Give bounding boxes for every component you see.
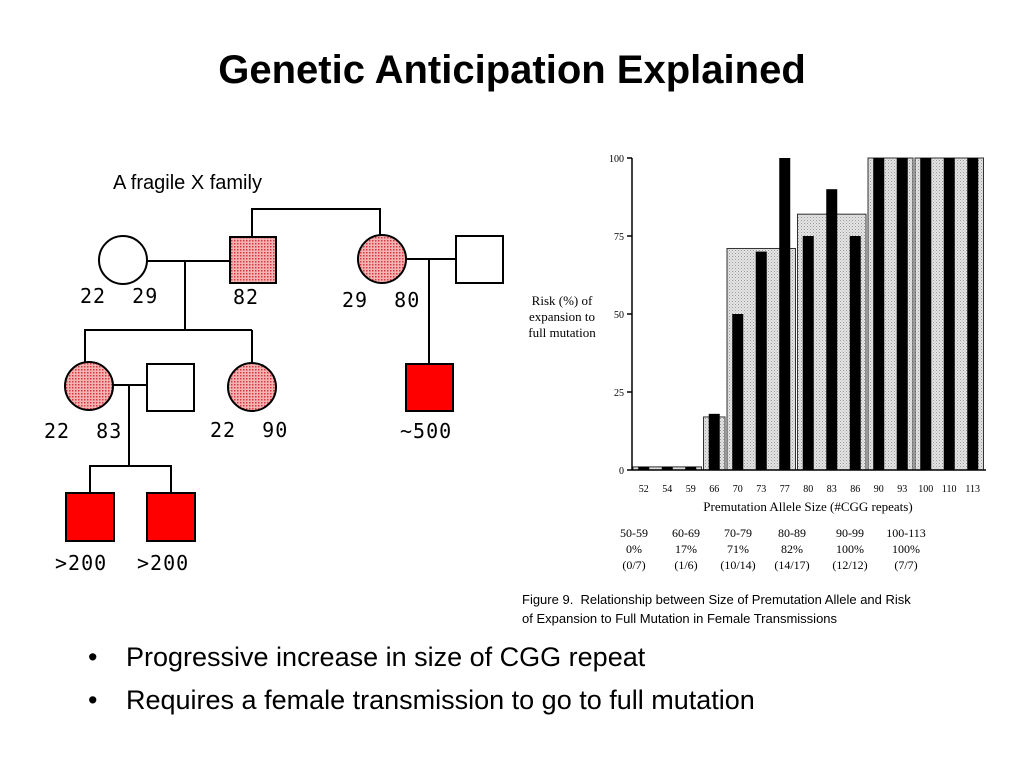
bar [802,236,814,470]
x-tick-label: 113 [965,484,980,495]
bullet-item: • Progressive increase in size of CGG re… [88,636,755,679]
y-axis-label-line3: full mutation [528,325,596,340]
bullet-text: Progressive increase in size of CGG repe… [126,642,646,672]
gen1-aunt [357,234,407,284]
group-fraction: (0/7) [622,558,645,572]
y-axis-label-line2: expansion to [529,309,595,324]
group-fraction: (14/17) [774,558,809,572]
y-tick-label: 75 [614,232,624,243]
gen2-daughter1-husband [146,363,195,412]
pedigree-lines [84,208,456,493]
bullet-symbol: • [88,685,98,715]
group-range: 80-89 [778,526,806,540]
bullet-symbol: • [88,642,98,672]
bar [873,158,885,470]
group-fraction: (12/12) [832,558,867,572]
x-tick-label: 86 [850,484,860,495]
group-fraction: (7/7) [894,558,917,572]
bar [943,158,955,470]
x-tick-label: 110 [942,484,957,495]
x-tick-label: 73 [756,484,766,495]
x-tick-label: 77 [780,484,790,495]
gen1-aunt-husband [455,235,504,284]
x-tick-label: 80 [803,484,813,495]
pedigree-caption: A fragile X family [113,172,262,194]
bar [638,466,650,470]
bars [638,158,979,470]
bar [967,158,979,470]
label-gen2-daughter1: 22 83 [44,419,122,443]
y-tick-label: 50 [614,310,624,321]
bullet-item: • Requires a female transmission to go t… [88,679,755,722]
group-percent: 0% [626,542,642,556]
x-tick-label: 70 [733,484,743,495]
group-summary-table: 50-59 0% (0/7) 60-69 17% (1/6) 70-79 71% (10/14)… [620,526,926,572]
y-axis-ticks: 0 25 50 75 100 [609,154,632,477]
bar [826,189,838,470]
gen2-cousin [405,363,454,412]
bar [896,158,908,470]
bar [732,314,744,470]
group-range: 60-69 [672,526,700,540]
x-tick-label: 90 [874,484,884,495]
group-percent: 17% [675,542,697,556]
gen3-son1 [65,492,115,542]
x-tick-label: 100 [918,484,933,495]
bar [685,466,697,470]
y-tick-label: 25 [614,388,624,399]
label-gen3-son2: >200 [137,551,189,575]
group-range: 90-99 [836,526,864,540]
label-gen1-aunt: 29 80 [342,288,420,312]
gen1-father [229,236,277,284]
label-gen2-cousin: ~500 [400,419,452,443]
gen3-son2 [146,492,196,542]
x-tick-label: 52 [639,484,649,495]
group-range: 50-59 [620,526,648,540]
label-gen1-mother: 22 29 [80,284,158,308]
slide-title: Genetic Anticipation Explained [218,48,806,92]
x-tick-label: 93 [897,484,907,495]
bar [708,413,720,470]
gen2-daughter2 [227,362,277,412]
figure-caption-line2: of Expansion to Full Mutation in Female … [522,611,838,626]
bar [661,466,673,470]
group-percent: 100% [892,542,920,556]
bullet-text: Requires a female transmission to go to … [126,685,755,715]
label-gen3-son1: >200 [55,551,107,575]
y-tick-label: 100 [609,154,624,165]
label-gen1-father: 82 [233,285,259,309]
sibship-line-gen1 [251,208,381,236]
y-axis-label-line1: Risk (%) of [532,293,593,308]
x-tick-label: 66 [709,484,719,495]
bar [920,158,932,470]
x-axis-tick-labels: 52 54 59 66 70 73 77 80 83 86 90 93 100 110 113 [639,484,980,495]
bar [849,236,861,470]
x-axis-label: Premutation Allele Size (#CGG repeats) [703,499,912,514]
x-tick-label: 59 [686,484,696,495]
x-tick-label: 54 [662,484,672,495]
risk-bar-chart: Risk (%) of expansion to full mutation 0… [522,154,986,626]
y-tick-label: 0 [619,466,624,477]
group-percent: 71% [727,542,749,556]
sibship-line-gen3 [90,465,172,493]
gen2-daughter1 [64,361,114,411]
group-fraction: (10/14) [720,558,755,572]
bullet-list: • Progressive increase in size of CGG re… [88,636,755,722]
descent-line-parents [84,261,186,368]
group-range: 100-113 [886,526,926,540]
pedigree-diagram: 22 29 82 29 80 22 83 22 90 ~500 >200 >20… [44,208,504,575]
gen1-mother [98,235,148,285]
group-range: 70-79 [724,526,752,540]
group-percent: 82% [781,542,803,556]
label-gen2-daughter2: 22 90 [210,418,288,442]
bar [779,158,791,470]
bar [755,251,767,470]
group-fraction: (1/6) [674,558,697,572]
figure-caption-line1: Figure 9. Relationship between Size of P… [522,592,911,607]
group-percent: 100% [836,542,864,556]
x-tick-label: 83 [827,484,837,495]
